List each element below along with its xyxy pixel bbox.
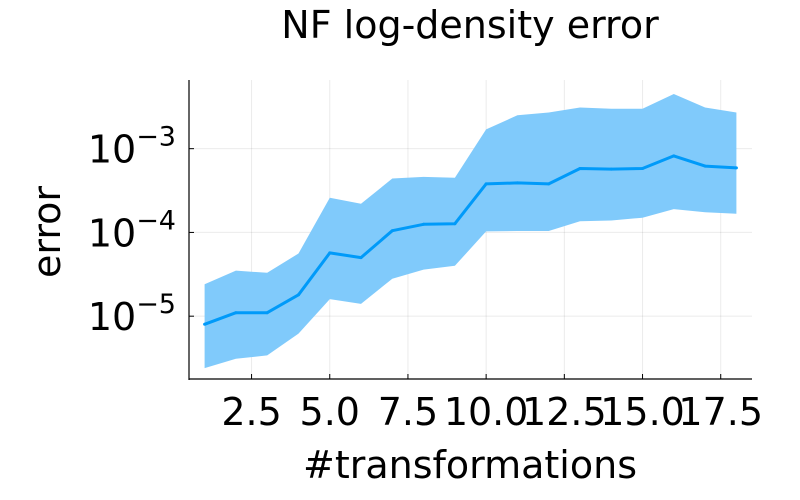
data-point	[641, 167, 644, 170]
data-point	[203, 322, 207, 326]
x-tick-label: 12.5	[522, 390, 607, 434]
x-axis-label: #transformations	[303, 443, 637, 487]
x-tick-label: 5.0	[300, 390, 360, 434]
x-tick-label: 15.0	[600, 390, 685, 434]
data-point	[484, 182, 488, 186]
data-point	[547, 182, 551, 186]
x-tick-label: 2.5	[221, 390, 281, 434]
data-point	[703, 164, 707, 168]
error-band-layer	[204, 94, 737, 369]
y-tick-label: 10−5	[88, 289, 176, 339]
error-band	[204, 94, 737, 369]
data-point	[609, 167, 613, 171]
data-point	[453, 222, 457, 226]
data-point	[328, 251, 332, 255]
data-point	[515, 181, 519, 185]
x-tick-label: 17.5	[678, 390, 763, 434]
y-axis-label: error	[25, 186, 69, 278]
x-ticks: 2.5 5.0 7.5 10.012.515.017.5	[221, 374, 763, 434]
x-tick-label: 7.5	[378, 390, 438, 434]
x-tick-label: 10.0	[444, 390, 529, 434]
y-ticks: 10−5 10−4 10−3	[88, 122, 194, 339]
data-point	[297, 293, 300, 297]
y-tick-label: 10−4	[88, 205, 176, 255]
y-tick-label: 10−3	[88, 122, 176, 172]
data-point	[234, 311, 238, 315]
chart-title: NF log-density error	[281, 3, 659, 47]
series-line-layer	[203, 154, 738, 326]
data-point	[672, 154, 676, 158]
series-line	[204, 154, 737, 326]
data-point	[359, 256, 363, 260]
axes	[188, 80, 752, 380]
data-point	[390, 229, 394, 233]
data-point	[734, 166, 738, 170]
data-point	[265, 311, 269, 315]
data-point	[422, 222, 426, 226]
data-point	[578, 167, 582, 170]
